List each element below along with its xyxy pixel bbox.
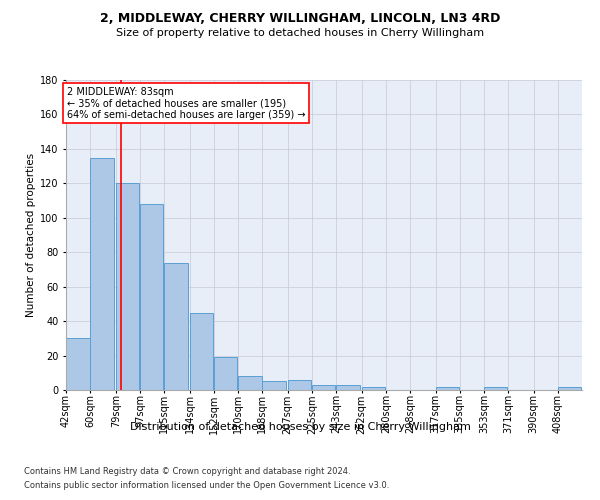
- Text: Contains public sector information licensed under the Open Government Licence v3: Contains public sector information licen…: [24, 481, 389, 490]
- Text: Distribution of detached houses by size in Cherry Willingham: Distribution of detached houses by size …: [130, 422, 470, 432]
- Bar: [436, 386, 459, 390]
- Bar: [116, 184, 139, 390]
- Bar: [558, 386, 581, 390]
- Bar: [262, 382, 286, 390]
- Bar: [140, 204, 163, 390]
- Bar: [66, 338, 89, 390]
- Bar: [90, 158, 114, 390]
- Bar: [238, 376, 262, 390]
- Bar: [164, 262, 188, 390]
- Bar: [362, 386, 385, 390]
- Text: 2, MIDDLEWAY, CHERRY WILLINGHAM, LINCOLN, LN3 4RD: 2, MIDDLEWAY, CHERRY WILLINGHAM, LINCOLN…: [100, 12, 500, 26]
- Text: Size of property relative to detached houses in Cherry Willingham: Size of property relative to detached ho…: [116, 28, 484, 38]
- Bar: [288, 380, 311, 390]
- Bar: [312, 385, 335, 390]
- Bar: [484, 386, 508, 390]
- Y-axis label: Number of detached properties: Number of detached properties: [26, 153, 35, 317]
- Bar: [190, 312, 213, 390]
- Text: 2 MIDDLEWAY: 83sqm
← 35% of detached houses are smaller (195)
64% of semi-detach: 2 MIDDLEWAY: 83sqm ← 35% of detached hou…: [67, 87, 305, 120]
- Bar: [214, 358, 238, 390]
- Text: Contains HM Land Registry data © Crown copyright and database right 2024.: Contains HM Land Registry data © Crown c…: [24, 468, 350, 476]
- Bar: [336, 385, 359, 390]
